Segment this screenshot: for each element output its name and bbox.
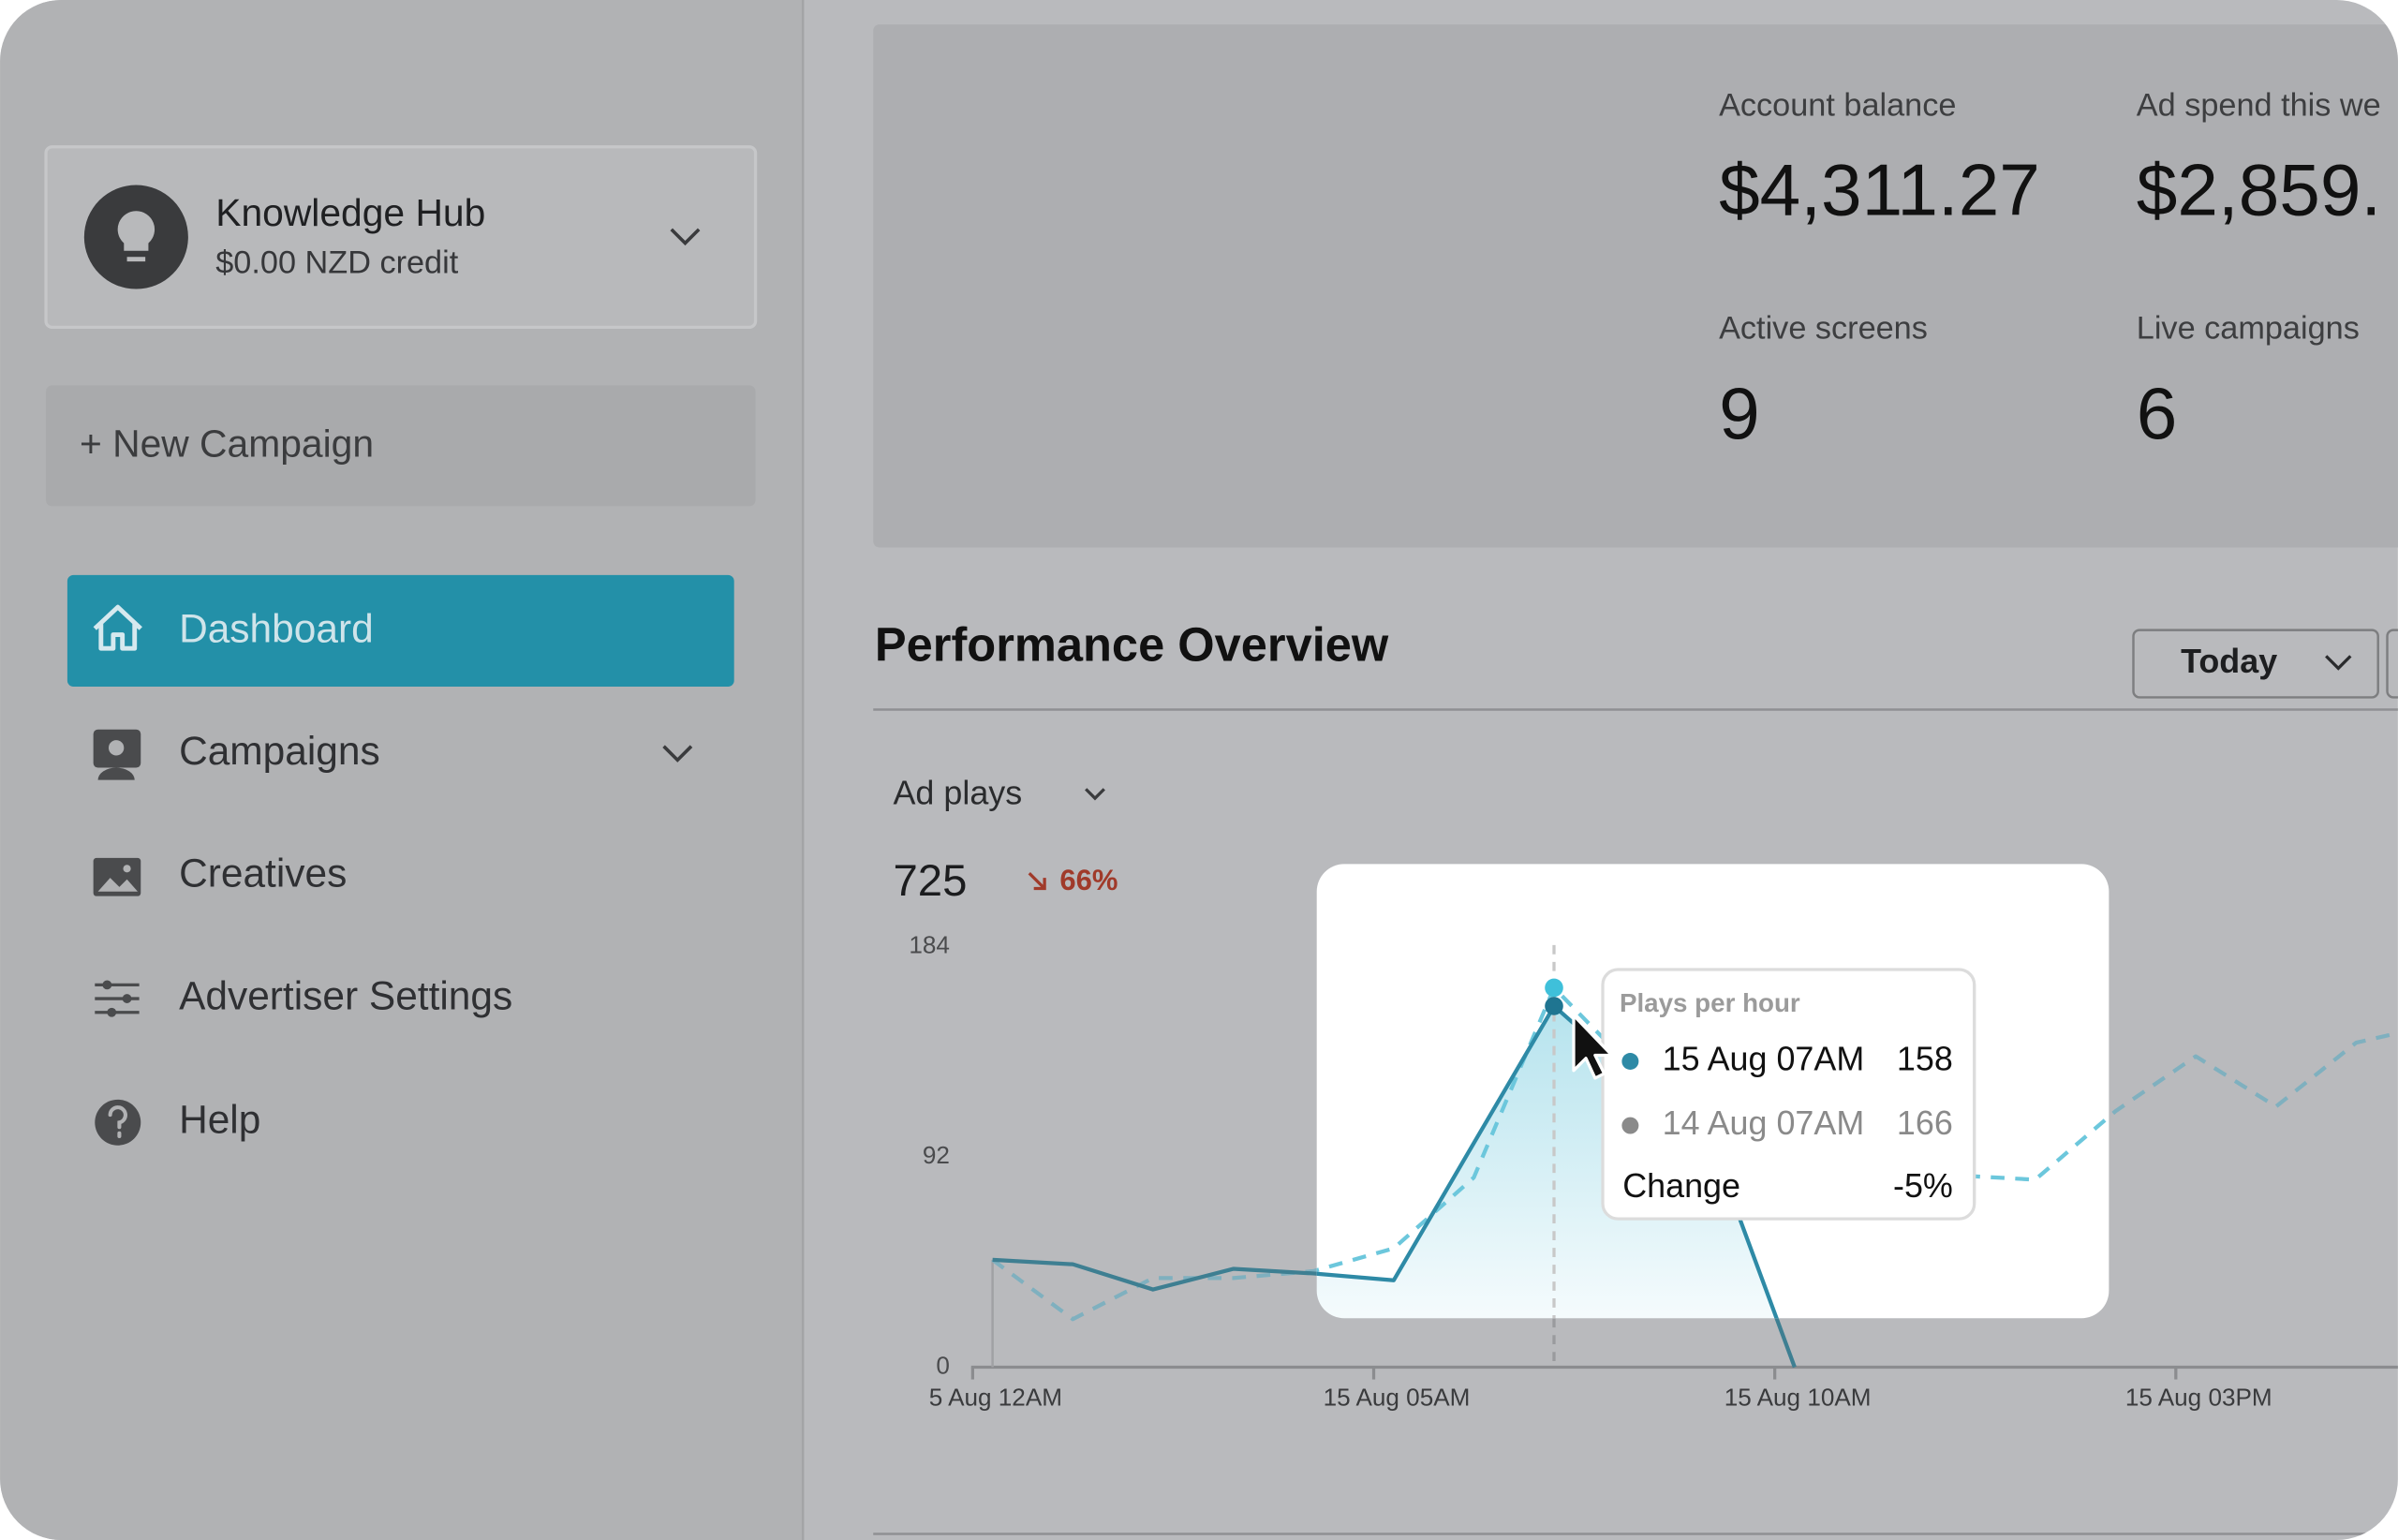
tooltip-dot (1621, 1117, 1639, 1134)
x-tick-label: 5 Aug 12AM (929, 1384, 1062, 1412)
dropdown-label: Today (2181, 642, 2277, 680)
tooltip-label: 15 Aug 07AM (1663, 1039, 1865, 1077)
nav-item[interactable]: Dashboard (179, 606, 374, 650)
x-tick-label: 15 Aug 03PM (2125, 1384, 2272, 1412)
range-select[interactable]: Today (2132, 629, 2398, 699)
y-tick-label: 184 (909, 930, 950, 958)
tooltip-title: Plays per hour (1620, 988, 1800, 1017)
tooltip-change-value: -5% (1893, 1166, 1953, 1205)
account-switcher[interactable]: Knowledge Hub $0.00 NZD credit (44, 145, 758, 330)
stat-value: 6 (2137, 372, 2178, 454)
x-tick-label: 15 Aug 05AM (1324, 1384, 1471, 1412)
account-card[interactable] (44, 145, 758, 330)
tooltip-value: 158 (1897, 1039, 1953, 1077)
stat-value: $2,859. (2137, 149, 2381, 231)
area (1316, 1006, 1795, 1319)
creatives-icon (97, 878, 138, 892)
dropdown[interactable] (2386, 629, 2398, 699)
metric-change: 66% (1059, 864, 1118, 896)
chart: 0 92 184 5 Aug 12AM 15 Aug 05AM 15 Aug 10AM 15… (909, 930, 2398, 1412)
section-title: Performance Overview (875, 618, 1389, 672)
stats-card (873, 24, 2398, 548)
tooltip: Plays per hour 15 Aug 07AM 158 14 Aug 07… (1601, 968, 1976, 1221)
down-arrow (1028, 872, 1046, 891)
settings-icon (107, 1007, 117, 1017)
chevron (662, 745, 693, 763)
dropdown[interactable] (2132, 629, 2379, 699)
account-name: Knowledge Hub (215, 191, 485, 234)
settings-icon (102, 980, 112, 990)
tooltip-change-label: Change (1622, 1166, 1740, 1205)
home-icon (93, 604, 142, 651)
nav-item[interactable]: Advertiser Settings (179, 973, 512, 1017)
button[interactable] (46, 385, 756, 507)
stat-label: Account balance (1719, 87, 1956, 123)
settings-icon (95, 983, 140, 1014)
hover-point (1545, 997, 1563, 1015)
stat-label: Active screens (1719, 311, 1928, 347)
x-tick-label: 15 Aug 10AM (1724, 1384, 1872, 1412)
nav-item[interactable]: Help (179, 1098, 260, 1142)
button-label: + New Campaign (80, 422, 374, 465)
bulb-icon (117, 211, 155, 262)
new-campaign-button[interactable]: + New Campaign (46, 385, 756, 507)
chevron (670, 228, 701, 246)
campaigns-icon (97, 767, 135, 780)
nav: Dashboard Campaigns Creatives Advertiser… (67, 574, 734, 1146)
creatives-icon (123, 865, 131, 873)
y-tick-label: 0 (936, 1351, 950, 1379)
chevron (1085, 788, 1105, 801)
tooltip-value: 166 (1897, 1103, 1953, 1142)
stats: Account balance $4,311.27 Ad spend this … (1719, 87, 2381, 454)
y-tick-label: 92 (923, 1141, 950, 1169)
chevron (2325, 655, 2352, 671)
tooltip-label: 14 Aug 07AM (1663, 1103, 1865, 1142)
nav-item[interactable]: Campaigns (179, 729, 380, 773)
nav-item[interactable]: Creatives (179, 851, 347, 896)
tooltip-dot (1621, 1053, 1639, 1070)
stat-label: Ad spend this we (2137, 87, 2381, 123)
nav-active[interactable] (67, 574, 734, 688)
cursor (1572, 1014, 1614, 1080)
hover-point (1545, 978, 1563, 998)
metric-select[interactable]: Ad plays (893, 773, 1105, 811)
settings-icon (122, 994, 132, 1003)
stat-value: 9 (1719, 372, 1760, 454)
account-credit: $0.00 NZD credit (215, 244, 458, 280)
metric-total: 725 (893, 856, 967, 906)
campaigns-icon (108, 740, 125, 756)
metric-label[interactable]: Ad plays (893, 773, 1022, 811)
stat-label: Live campaigns (2137, 311, 2360, 347)
tooltip-box (1601, 968, 1976, 1221)
help-icon (108, 1105, 127, 1139)
stat-value: $4,311.27 (1719, 149, 2040, 231)
